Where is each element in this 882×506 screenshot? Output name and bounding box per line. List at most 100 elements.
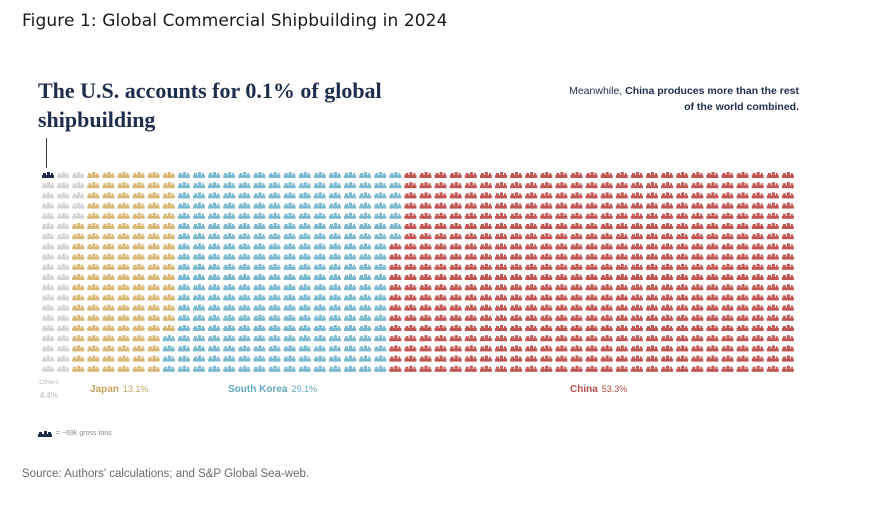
ship-icon [208, 182, 221, 189]
ship-icon [585, 192, 598, 199]
ship-icon [344, 212, 356, 219]
ship-icon [676, 335, 689, 342]
ship-icon [404, 274, 417, 280]
ship-icon [344, 202, 356, 209]
ship-icon [706, 314, 719, 321]
ship-icon [615, 172, 628, 178]
ship-icon [479, 212, 492, 219]
ship-icon [102, 335, 115, 342]
ship-icon [102, 294, 115, 301]
ship-icon [525, 233, 538, 240]
ship-icon [766, 243, 779, 250]
ship-icon [117, 182, 130, 189]
ship-icon [736, 365, 749, 372]
ship-icon [479, 182, 492, 189]
ship-icon [510, 202, 523, 209]
ship-icon [676, 233, 689, 240]
ship-icon [706, 294, 719, 301]
ship-icon [57, 192, 70, 199]
ship-icon [600, 182, 613, 189]
ship-icon [691, 355, 704, 362]
ship-icon [162, 212, 175, 219]
ship-icon [464, 243, 477, 250]
ship-icon [283, 223, 296, 229]
ship-icon [57, 365, 70, 372]
ship-icon [223, 294, 236, 301]
ship-icon [721, 172, 734, 178]
ship-icon [87, 314, 100, 321]
ship-icon [600, 355, 613, 362]
ship-icon [555, 223, 568, 229]
ship-icon [268, 294, 281, 301]
ship-icon [283, 284, 296, 291]
ship-icon [449, 253, 462, 260]
ship-icon [661, 263, 674, 270]
ship-icon [298, 223, 311, 229]
ship-icon [525, 274, 538, 280]
ship-icon [313, 182, 326, 189]
ship-icon [72, 172, 85, 178]
ship-icon [615, 294, 628, 301]
ship-icon [102, 253, 115, 260]
ship-icon [389, 335, 402, 342]
ship-icon [434, 182, 447, 189]
ship-icon [389, 345, 402, 352]
ship-icon [555, 345, 568, 352]
ship-icon [495, 192, 507, 199]
ship-icon [495, 314, 507, 321]
ship-icon [495, 172, 507, 178]
ship-icon [132, 212, 145, 219]
ship-icon [162, 314, 175, 321]
ship-icon [751, 253, 764, 260]
ship-icon [781, 233, 794, 240]
ship-icon [238, 243, 251, 250]
ship-icon [781, 223, 794, 229]
ship-icon [766, 263, 779, 270]
ship-icon [630, 335, 643, 342]
ship-icon [42, 304, 54, 311]
ship-icon [676, 192, 689, 199]
ship-icon [344, 274, 356, 280]
ship-icon [585, 284, 598, 291]
ship-icon [132, 304, 145, 311]
ship-icon [253, 182, 266, 189]
ship-icon [238, 274, 251, 280]
ship-icon [736, 355, 749, 362]
ship-icon [464, 223, 477, 229]
ship-icon [57, 223, 70, 229]
ship-icon [721, 355, 734, 362]
ship-icon [268, 253, 281, 260]
ship-icon [87, 233, 100, 240]
ship-icon [510, 243, 523, 250]
ship-icon [404, 202, 417, 209]
ship-icon [42, 253, 54, 260]
ship-icon [510, 294, 523, 301]
ship-icon [328, 172, 341, 178]
ship-icon [766, 304, 779, 311]
ship-icon [298, 233, 311, 240]
ship-icon [374, 284, 387, 291]
ship-icon [419, 335, 432, 342]
ship-icon [646, 202, 658, 209]
ship-icon [706, 335, 719, 342]
ship-icon [253, 223, 266, 229]
ship-icon [283, 202, 296, 209]
china-percent: 53.3% [601, 384, 628, 394]
ship-icon [404, 314, 417, 321]
ship-icon [540, 335, 553, 342]
ship-icon [344, 223, 356, 229]
ship-icon [661, 304, 674, 311]
ship-icon [555, 355, 568, 362]
ship-icon [691, 233, 704, 240]
ship-icon [449, 345, 462, 352]
ship-icon [253, 325, 266, 331]
ship-icon [766, 253, 779, 260]
ship-icon [162, 345, 175, 352]
ship-icon [238, 233, 251, 240]
ship-icon [691, 345, 704, 352]
ship-icon [510, 325, 523, 331]
china-annotation: Meanwhile, China produces more than the … [569, 84, 799, 115]
ship-icon [177, 335, 190, 342]
ship-icon [449, 294, 462, 301]
ship-icon [510, 233, 523, 240]
